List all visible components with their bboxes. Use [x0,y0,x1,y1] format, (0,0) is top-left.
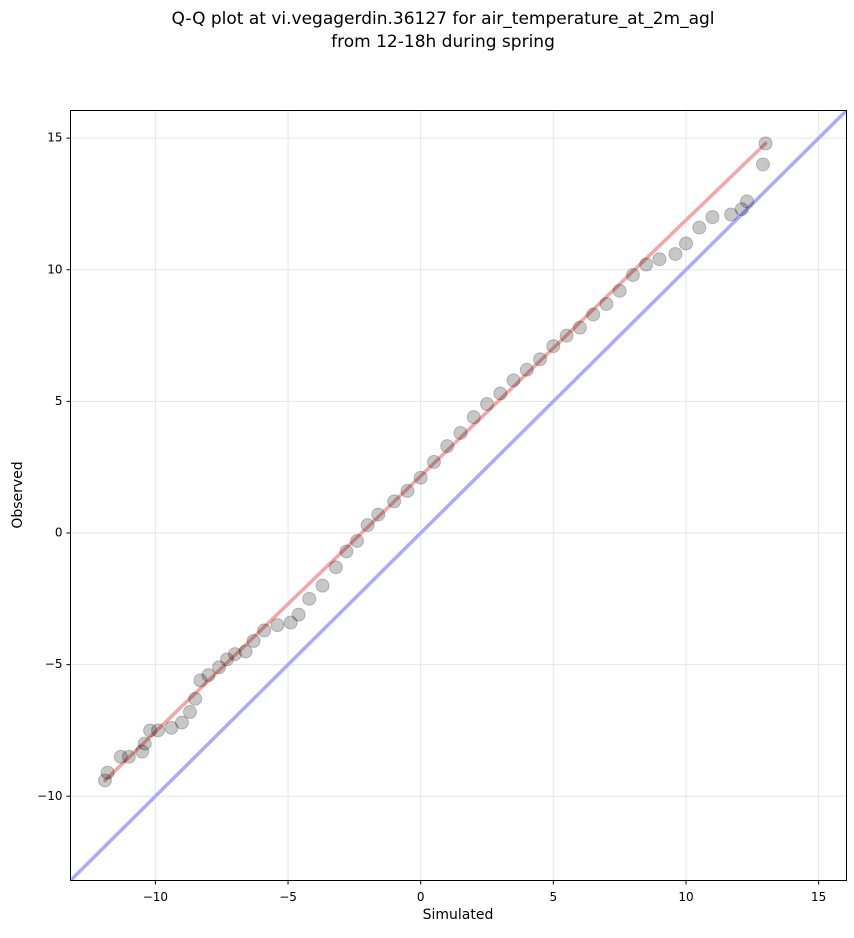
point [302,591,317,606]
point [559,328,574,343]
x-tick-label: 15 [811,890,826,904]
point [426,454,441,469]
point [174,715,189,730]
plot-frame [70,110,847,881]
point [135,744,150,759]
point [668,246,683,261]
point [400,483,415,498]
point [466,410,481,425]
x-tick-label: 0 [417,890,425,904]
point [519,362,534,377]
point [339,544,354,559]
fit-line [103,141,768,783]
x-tick-label: 5 [550,890,558,904]
x-axis-label: Simulated [423,907,494,923]
identity-line [70,110,847,881]
point [143,723,158,738]
y-tick-label: −10 [37,789,62,803]
point [371,507,386,522]
y-tick-label: −5 [45,657,63,671]
point [740,194,755,209]
point [705,210,720,225]
point [599,296,614,311]
y-tick-label: 5 [55,394,63,408]
point [533,352,548,367]
x-tick-label: −5 [279,890,297,904]
point [755,157,770,172]
point [387,494,402,509]
point [758,136,773,151]
marks [70,110,847,881]
point [137,736,152,751]
point [257,623,272,638]
y-tick-label: 0 [55,526,63,540]
point [413,470,428,485]
point [493,386,508,401]
ticks: −10 −5 0 5 10 15 −10 −5 0 5 10 15 [37,131,826,904]
point [652,252,667,267]
point [612,283,627,298]
x-tick-label: 10 [678,890,693,904]
point [238,644,253,659]
point [246,633,261,648]
point [546,339,561,354]
chart-title: from 12-18h during spring [331,32,555,52]
point [201,668,216,683]
point [678,236,693,251]
point [227,647,242,662]
point [625,268,640,283]
point [97,773,112,788]
point [440,439,455,454]
y-axis-label: Observed [10,461,26,528]
y-tick-label: 15 [47,131,62,145]
point [188,691,203,706]
point [734,202,749,217]
point [212,660,227,675]
point [360,518,375,533]
point [182,705,197,720]
point [151,723,166,738]
x-tick-label: −10 [143,890,168,904]
chart-title: Q-Q plot at vi.vegagerdin.36127 for air_… [171,9,714,29]
point [572,320,587,335]
point [480,397,495,412]
point [692,220,707,235]
point [121,749,136,764]
point [506,373,521,388]
point [639,257,654,272]
point [283,615,298,630]
point [586,307,601,322]
point [291,607,306,622]
point [164,720,179,735]
point [193,673,208,688]
point [270,618,285,633]
point [113,749,128,764]
point [100,765,115,780]
point [350,533,365,548]
point [453,425,468,440]
point [315,578,330,593]
point [220,652,235,667]
grid [70,110,847,881]
point [328,560,343,575]
y-tick-label: 10 [47,262,62,276]
point [724,207,739,222]
